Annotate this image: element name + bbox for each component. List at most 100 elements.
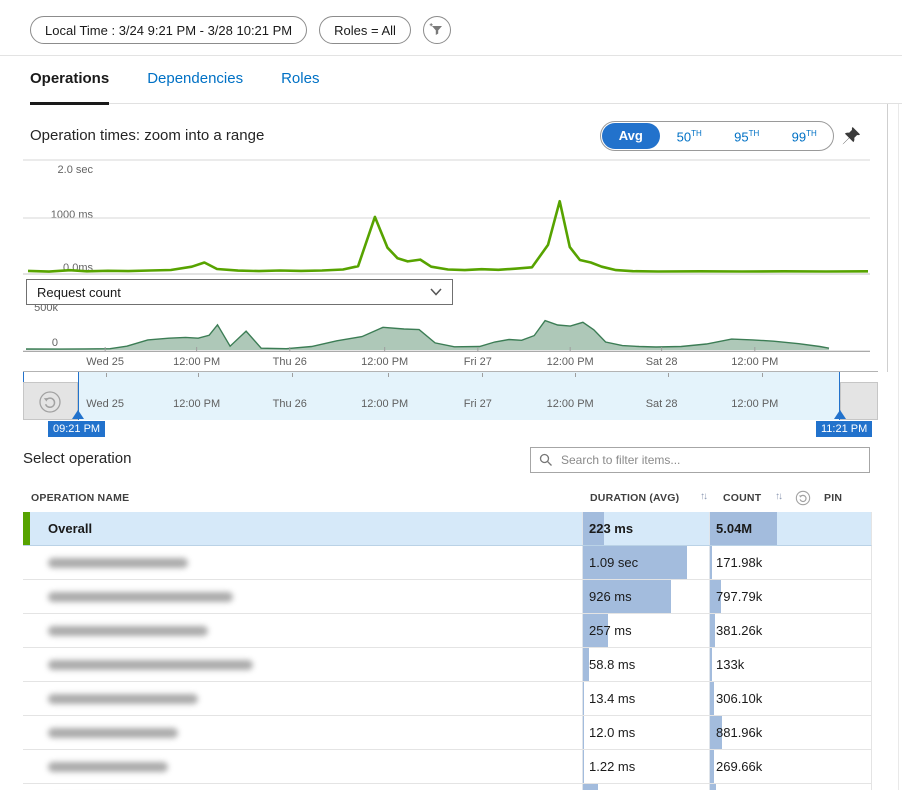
panel-edge xyxy=(898,104,899,790)
table-row[interactable]: 1.22 ms 269.66k xyxy=(23,750,872,784)
search-icon xyxy=(539,453,552,466)
table-row[interactable]: 12.0 ms 881.96k xyxy=(23,716,872,750)
duration-value: 58.8 ms xyxy=(589,657,636,672)
duration-bar xyxy=(583,784,599,790)
count-bar xyxy=(710,512,777,545)
request-count-chart[interactable] xyxy=(23,300,870,354)
count-bar xyxy=(710,614,716,647)
yaxis-label-0: 0 xyxy=(51,337,58,349)
axis-label: Wed 25 xyxy=(86,356,125,368)
duration-value: 12.0 ms xyxy=(589,725,636,740)
axis-label: Fri 27 xyxy=(463,356,492,368)
table-row[interactable]: 1.09 sec 171.98k xyxy=(23,546,872,580)
brush-selection[interactable] xyxy=(77,372,841,420)
brush-end-marker[interactable] xyxy=(834,410,847,419)
table-row[interactable] xyxy=(23,784,872,790)
count-bar xyxy=(710,716,722,749)
pin-chart-button[interactable] xyxy=(841,126,861,146)
duration-value: 926 ms xyxy=(589,589,632,604)
pin-icon xyxy=(842,127,860,145)
table-row[interactable]: 926 ms 797.79k xyxy=(23,580,872,614)
tab-roles[interactable]: Roles xyxy=(281,70,320,87)
operation-name-cell xyxy=(48,784,604,790)
yaxis-label-2sec: 2.0 sec xyxy=(57,164,93,176)
tab-dependencies[interactable]: Dependencies xyxy=(147,70,244,87)
time-range-pill[interactable]: Local Time : 3/24 9:21 PM - 3/28 10:21 P… xyxy=(30,16,308,44)
duration-cell: 1.09 sec xyxy=(582,546,710,579)
duration-cell: 257 ms xyxy=(582,614,710,647)
count-cell: 171.98k xyxy=(709,546,872,579)
funnel-icon xyxy=(429,23,442,35)
roles-filter-pill[interactable]: Roles = All xyxy=(319,16,411,44)
count-bar xyxy=(710,648,712,681)
count-bar xyxy=(710,750,714,783)
count-value: 881.96k xyxy=(716,725,763,740)
undo-icon xyxy=(795,490,811,506)
axis-label: Fri 27 xyxy=(463,398,492,410)
brush-start-marker[interactable] xyxy=(71,410,84,419)
selected-row-indicator xyxy=(23,512,30,545)
duration-value: 13.4 ms xyxy=(589,691,636,706)
axis-tick xyxy=(667,373,669,377)
duration-cell: 223 ms xyxy=(582,512,710,545)
redacted-operation-name xyxy=(48,557,188,568)
percentile-99[interactable]: 99TH xyxy=(791,129,817,145)
sort-duration-icon[interactable]: ↑↓ xyxy=(700,491,708,502)
metric-dropdown[interactable]: Request count xyxy=(26,279,453,305)
count-value: 797.79k xyxy=(716,589,763,604)
brush-time-axis: Wed 25 12:00 PM Thu 26 12:00 PM Fri 27 12:00 … xyxy=(23,398,870,412)
time-brush[interactable]: Wed 25 12:00 PM Thu 26 12:00 PM Fri 27 12:00 … xyxy=(23,371,878,420)
count-bar xyxy=(710,784,716,790)
table-row[interactable]: 58.8 ms 133k xyxy=(23,648,872,682)
column-operation-name[interactable]: OPERATION NAME xyxy=(31,492,130,504)
operation-times-chart[interactable] xyxy=(23,158,870,278)
table-row[interactable]: Overall 223 ms 5.04M xyxy=(23,512,872,546)
chart-title: Operation times: zoom into a range xyxy=(30,127,265,144)
count-cell: 269.66k xyxy=(709,750,872,783)
metric-dropdown-value: Request count xyxy=(37,284,121,300)
count-bar xyxy=(710,682,715,715)
reset-zoom-button[interactable] xyxy=(38,390,62,414)
divider xyxy=(0,55,902,56)
column-count[interactable]: COUNT xyxy=(723,492,762,504)
yaxis-label-500k: 500k xyxy=(34,302,58,314)
scrollbar-track[interactable] xyxy=(887,104,888,372)
filter-bar: Local Time : 3/24 9:21 PM - 3/28 10:21 P… xyxy=(30,16,451,44)
axis-tick xyxy=(198,373,200,377)
operation-name-cell xyxy=(48,614,604,647)
count-cell xyxy=(709,784,872,790)
operation-name-cell xyxy=(48,580,604,613)
axis-label: 12:00 PM xyxy=(731,398,779,410)
sort-count-icon[interactable]: ↑↓ xyxy=(775,491,783,502)
duration-bar xyxy=(583,580,672,613)
reset-sort-button[interactable] xyxy=(795,490,811,506)
table-row[interactable]: 257 ms 381.26k xyxy=(23,614,872,648)
axis-label: Thu 26 xyxy=(272,356,307,368)
duration-cell xyxy=(582,784,710,790)
axis-label: Sat 28 xyxy=(645,398,678,410)
brush-end-time: 11:21 PM xyxy=(816,421,873,437)
column-duration[interactable]: DURATION (AVG) xyxy=(590,492,680,504)
percentile-avg[interactable]: Avg xyxy=(602,123,660,149)
redacted-operation-name xyxy=(48,591,233,602)
brush-right-handle[interactable] xyxy=(840,382,878,420)
axis-tick xyxy=(105,373,107,377)
count-value: 306.10k xyxy=(716,691,763,706)
duration-bar xyxy=(583,614,608,647)
axis-tick xyxy=(761,373,763,377)
count-value: 171.98k xyxy=(716,555,763,570)
brush-left-handle[interactable] xyxy=(23,382,78,420)
percentile-95[interactable]: 95TH xyxy=(734,129,760,145)
tab-bar: Operations Dependencies Roles xyxy=(30,70,902,105)
tab-operations[interactable]: Operations xyxy=(30,70,110,105)
percentile-toggle: Avg 50TH 95TH 99TH xyxy=(600,121,834,151)
table-row[interactable]: 13.4 ms 306.10k xyxy=(23,682,872,716)
axis-label: 12:00 PM xyxy=(546,356,594,368)
percentile-50[interactable]: 50TH xyxy=(676,129,702,145)
add-filter-button[interactable] xyxy=(422,16,451,44)
search-input[interactable] xyxy=(559,452,869,468)
operation-name-cell xyxy=(48,750,604,783)
duration-cell: 13.4 ms xyxy=(582,682,710,715)
duration-cell: 926 ms xyxy=(582,580,710,613)
